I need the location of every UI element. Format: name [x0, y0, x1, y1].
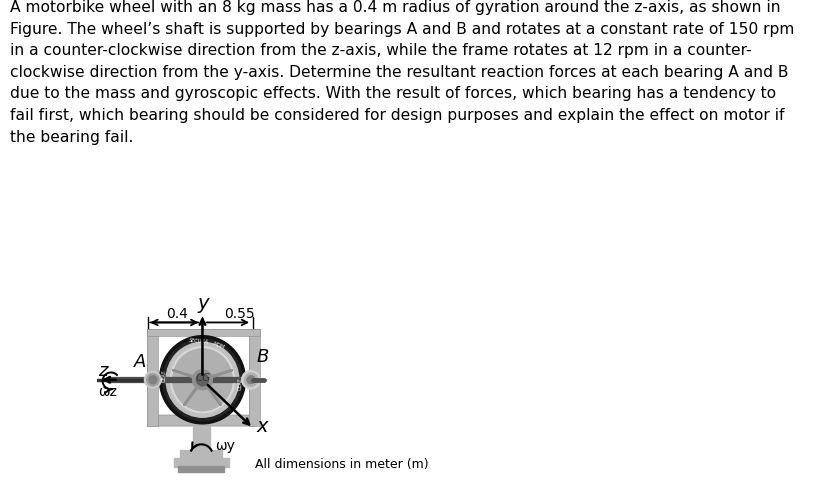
Polygon shape — [173, 458, 229, 467]
Text: z: z — [98, 362, 108, 380]
Ellipse shape — [170, 347, 235, 413]
Text: B: B — [256, 348, 269, 366]
Ellipse shape — [163, 339, 242, 420]
Circle shape — [241, 371, 261, 389]
Polygon shape — [249, 329, 260, 426]
Ellipse shape — [196, 374, 209, 386]
Polygon shape — [180, 450, 222, 459]
Polygon shape — [147, 329, 260, 336]
Text: CEAT: CEAT — [238, 378, 243, 390]
Text: A: A — [134, 353, 147, 371]
Text: 0.4: 0.4 — [166, 308, 188, 322]
Ellipse shape — [159, 336, 246, 424]
Text: y: y — [198, 294, 210, 313]
Circle shape — [144, 371, 161, 388]
Circle shape — [149, 376, 157, 384]
Text: ωz: ωz — [98, 385, 117, 399]
Text: All dimensions in meter (m): All dimensions in meter (m) — [256, 458, 429, 471]
Polygon shape — [147, 329, 158, 426]
Text: CEAT: CEAT — [162, 369, 168, 382]
Text: CG: CG — [196, 373, 211, 383]
Ellipse shape — [173, 349, 232, 411]
Text: ωy: ωy — [215, 439, 235, 452]
Circle shape — [147, 374, 159, 386]
Circle shape — [247, 376, 255, 384]
Polygon shape — [178, 466, 225, 472]
Polygon shape — [193, 426, 210, 450]
Polygon shape — [147, 415, 260, 426]
Text: A motorbike wheel with an 8 kg mass has a 0.4 m radius of gyration around the z-: A motorbike wheel with an 8 kg mass has … — [10, 0, 794, 145]
Text: x: x — [256, 416, 268, 435]
Ellipse shape — [193, 370, 212, 390]
Text: MOM: MOM — [212, 341, 225, 350]
Text: 0.55: 0.55 — [225, 308, 255, 322]
Ellipse shape — [166, 342, 239, 417]
Text: SECURA: SECURA — [189, 339, 210, 345]
Circle shape — [245, 373, 257, 386]
